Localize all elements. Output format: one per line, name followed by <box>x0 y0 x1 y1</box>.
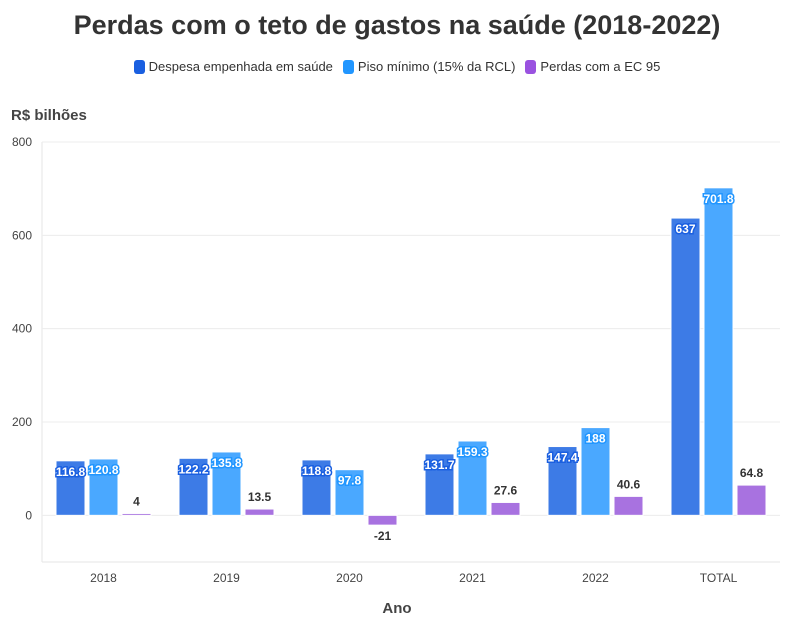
x-axis-label: Ano <box>382 600 412 617</box>
bar <box>613 495 644 516</box>
x-tick-label: 2021 <box>459 571 486 585</box>
data-label: 188 <box>585 432 605 446</box>
bar <box>367 514 398 526</box>
legend: Despesa empenhada em saúde Piso mínimo (1… <box>0 59 794 74</box>
bar <box>490 501 521 516</box>
legend-item[interactable]: Perdas com a EC 95 <box>525 59 660 74</box>
y-tick-label: 800 <box>12 135 32 149</box>
data-label: 147.4 <box>547 451 577 465</box>
data-label: 116.8 <box>56 465 86 479</box>
bar <box>547 446 578 516</box>
data-label: 701.8 <box>703 192 733 206</box>
data-label: 637 <box>675 222 695 236</box>
bar <box>244 508 275 516</box>
bar <box>424 453 455 516</box>
data-label: 27.6 <box>494 483 518 497</box>
data-label: 131.7 <box>424 458 454 472</box>
legend-swatch <box>525 59 537 74</box>
data-label: 64.8 <box>740 466 764 480</box>
data-label: 135.8 <box>211 456 241 470</box>
legend-swatch <box>342 59 354 74</box>
data-label: 97.8 <box>338 474 362 488</box>
x-tick-label: TOTAL <box>700 571 738 585</box>
y-tick-label: 200 <box>12 415 32 429</box>
data-label: 120.8 <box>88 463 118 477</box>
data-label: 4 <box>133 494 140 508</box>
legend-item[interactable]: Piso mínimo (15% da RCL) <box>342 59 516 74</box>
x-tick-label: 2018 <box>90 571 117 585</box>
y-tick-label: 400 <box>12 322 32 336</box>
legend-label: Perdas com a EC 95 <box>540 59 661 74</box>
bar <box>457 440 488 516</box>
y-axis-label: R$ bilhões <box>11 107 87 124</box>
data-label: 13.5 <box>248 490 272 504</box>
legend-item[interactable]: Despesa empenhada em saúde <box>133 59 333 74</box>
data-label: 118.8 <box>302 464 332 478</box>
legend-label: Despesa empenhada em saúde <box>148 59 333 74</box>
data-label: -21 <box>374 529 392 543</box>
bar <box>121 512 152 516</box>
x-tick-label: 2020 <box>336 571 363 585</box>
bar <box>736 484 767 516</box>
bar <box>301 459 332 516</box>
bar <box>211 451 242 516</box>
data-label: 122.2 <box>178 462 208 476</box>
y-tick-label: 600 <box>12 228 32 242</box>
bar <box>178 457 209 516</box>
y-tick-label: 0 <box>25 508 32 522</box>
bar <box>703 187 734 516</box>
x-tick-label: 2022 <box>582 571 609 585</box>
x-tick-label: 2019 <box>213 571 240 585</box>
bar <box>670 217 701 516</box>
bar <box>88 458 119 516</box>
bar <box>580 427 611 516</box>
bar <box>55 460 86 516</box>
data-label: 40.6 <box>617 477 641 491</box>
bar <box>334 469 365 516</box>
legend-swatch <box>133 59 145 74</box>
chart-title: Perdas com o teto de gastos na saúde (20… <box>73 10 721 40</box>
data-label: 159.3 <box>457 445 487 459</box>
legend-label: Piso mínimo (15% da RCL) <box>357 59 516 74</box>
